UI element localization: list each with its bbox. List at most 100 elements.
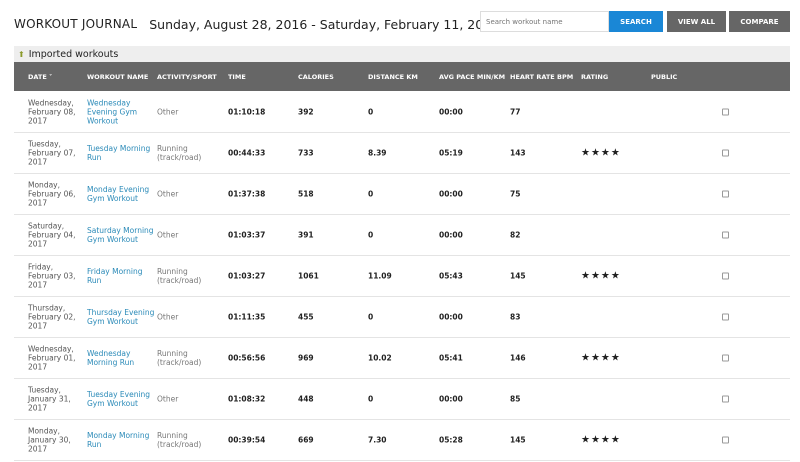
activity-cell: Running (track/road) — [157, 267, 202, 285]
public-checkbox[interactable] — [722, 354, 729, 362]
workout-name-link[interactable]: Friday Morning Run — [87, 267, 143, 285]
heart-rate-cell: 146 — [510, 353, 526, 363]
pace-cell: 05:41 — [439, 353, 463, 363]
workout-name-link[interactable]: Saturday Morning Gym Workout — [87, 226, 154, 244]
time-cell: 01:03:37 — [228, 230, 266, 240]
search-input[interactable] — [480, 11, 609, 32]
calories-cell: 518 — [298, 189, 314, 199]
distance-cell: 0 — [368, 230, 374, 240]
public-checkbox[interactable] — [722, 108, 729, 116]
date-cell: Wednesday, February 01, 2017 — [28, 344, 76, 372]
time-cell: 01:11:35 — [228, 312, 266, 322]
column-header-heart-rate: HEART RATE BPM — [510, 73, 574, 81]
calories-cell: 392 — [298, 107, 314, 117]
public-checkbox[interactable] — [722, 190, 729, 198]
public-checkbox[interactable] — [722, 313, 729, 321]
date-cell: Saturday, February 04, 2017 — [28, 221, 76, 249]
distance-cell: 0 — [368, 312, 374, 322]
public-checkbox[interactable] — [722, 149, 729, 157]
heart-rate-cell: 83 — [510, 312, 521, 322]
table-row: Friday, February 03, 2017 Friday Morning … — [14, 256, 790, 297]
search-button[interactable]: SEARCH — [609, 11, 663, 32]
pace-cell: 05:19 — [439, 148, 463, 158]
calories-cell: 969 — [298, 353, 314, 363]
date-cell: Wednesday, February 08, 2017 — [28, 98, 76, 126]
public-checkbox[interactable] — [722, 395, 729, 403]
date-cell: Monday, February 06, 2017 — [28, 180, 76, 208]
activity-cell: Running (track/road) — [157, 349, 202, 367]
view-all-button[interactable]: VIEW ALL — [667, 11, 726, 32]
workout-name-link[interactable]: Monday Evening Gym Workout — [87, 185, 150, 203]
table-row: Tuesday, January 31, 2017 Tuesday Evening… — [14, 379, 790, 420]
date-cell: Friday, February 03, 2017 — [28, 262, 76, 290]
activity-cell: Other — [157, 394, 179, 404]
calories-cell: 1061 — [298, 271, 319, 281]
column-header-time: TIME — [228, 73, 246, 81]
column-header-distance: DISTANCE KM — [368, 73, 418, 81]
activity-cell: Other — [157, 312, 179, 322]
activity-cell: Other — [157, 107, 179, 117]
pace-cell: 00:00 — [439, 312, 463, 322]
column-header-avg-pace: AVG PACE MIN/KM — [439, 73, 506, 81]
pace-cell: 05:43 — [439, 271, 463, 281]
time-cell: 01:37:38 — [228, 189, 266, 199]
workout-name-link[interactable]: Wednesday Morning Run — [87, 349, 135, 367]
workout-name-link[interactable]: Wednesday Evening Gym Workout — [87, 98, 138, 126]
calories-cell: 448 — [298, 394, 314, 404]
calories-cell: 391 — [298, 230, 314, 240]
rating-stars-icon: ★★★★ — [581, 147, 621, 159]
workout-name-link[interactable]: Thursday Evening Gym Workout — [87, 308, 155, 326]
pace-cell: 00:00 — [439, 230, 463, 240]
imported-workouts-section[interactable]: ⬆ Imported workouts — [14, 46, 790, 62]
heart-rate-cell: 145 — [510, 435, 526, 445]
date-cell: Monday, January 30, 2017 — [28, 426, 71, 454]
date-cell: Tuesday, January 31, 2017 — [28, 385, 71, 413]
column-header-date[interactable]: DATE ˅ — [28, 73, 53, 81]
table-row: Thursday, February 02, 2017 Thursday Even… — [14, 297, 790, 338]
page-title: WORKOUT JOURNAL — [14, 17, 138, 31]
calories-cell: 669 — [298, 435, 314, 445]
column-header-activity: ACTIVITY/SPORT — [157, 73, 217, 81]
table-row: Monday, January 30, 2017 Monday Morning R… — [14, 420, 790, 461]
time-cell: 00:44:33 — [228, 148, 266, 158]
date-cell: Tuesday, February 07, 2017 — [28, 139, 76, 167]
page-header: WORKOUT JOURNAL Sunday, August 28, 2016 … — [14, 14, 499, 34]
time-cell: 01:03:27 — [228, 271, 266, 281]
column-header-workout-name: WORKOUT NAME — [87, 73, 149, 81]
workout-name-link[interactable]: Monday Morning Run — [87, 431, 150, 449]
distance-cell: 7.30 — [368, 435, 387, 445]
table-row: Tuesday, February 07, 2017 Tuesday Mornin… — [14, 133, 790, 174]
distance-cell: 11.09 — [368, 271, 392, 281]
heart-rate-cell: 75 — [510, 189, 521, 199]
heart-rate-cell: 77 — [510, 107, 521, 117]
activity-cell: Running (track/road) — [157, 431, 202, 449]
calories-cell: 455 — [298, 312, 314, 322]
public-checkbox[interactable] — [722, 272, 729, 280]
distance-cell: 0 — [368, 189, 374, 199]
time-cell: 01:10:18 — [228, 107, 266, 117]
public-checkbox[interactable] — [722, 231, 729, 239]
rating-stars-icon: ★★★★ — [581, 270, 621, 282]
section-label: Imported workouts — [28, 48, 119, 60]
expand-icon: ⬆ — [18, 49, 25, 59]
heart-rate-cell: 143 — [510, 148, 526, 158]
calories-cell: 733 — [298, 148, 314, 158]
workout-name-link[interactable]: Tuesday Morning Run — [87, 144, 151, 162]
activity-cell: Other — [157, 230, 179, 240]
distance-cell: 0 — [368, 107, 374, 117]
distance-cell: 0 — [368, 394, 374, 404]
table-row: Saturday, February 04, 2017 Saturday Morn… — [14, 215, 790, 256]
rating-stars-icon: ★★★★ — [581, 352, 621, 364]
pace-cell: 05:28 — [439, 435, 463, 445]
public-checkbox[interactable] — [722, 436, 729, 444]
heart-rate-cell: 145 — [510, 271, 526, 281]
workout-name-link[interactable]: Tuesday Evening Gym Workout — [87, 390, 151, 408]
activity-cell: Running (track/road) — [157, 144, 202, 162]
table-header: DATE ˅ WORKOUT NAME ACTIVITY/SPORT TIME CALO… — [14, 62, 790, 91]
pace-cell: 00:00 — [439, 189, 463, 199]
heart-rate-cell: 85 — [510, 394, 521, 404]
compare-button[interactable]: COMPARE — [729, 11, 790, 32]
column-header-rating: RATING — [581, 73, 609, 81]
distance-cell: 8.39 — [368, 148, 387, 158]
distance-cell: 10.02 — [368, 353, 392, 363]
